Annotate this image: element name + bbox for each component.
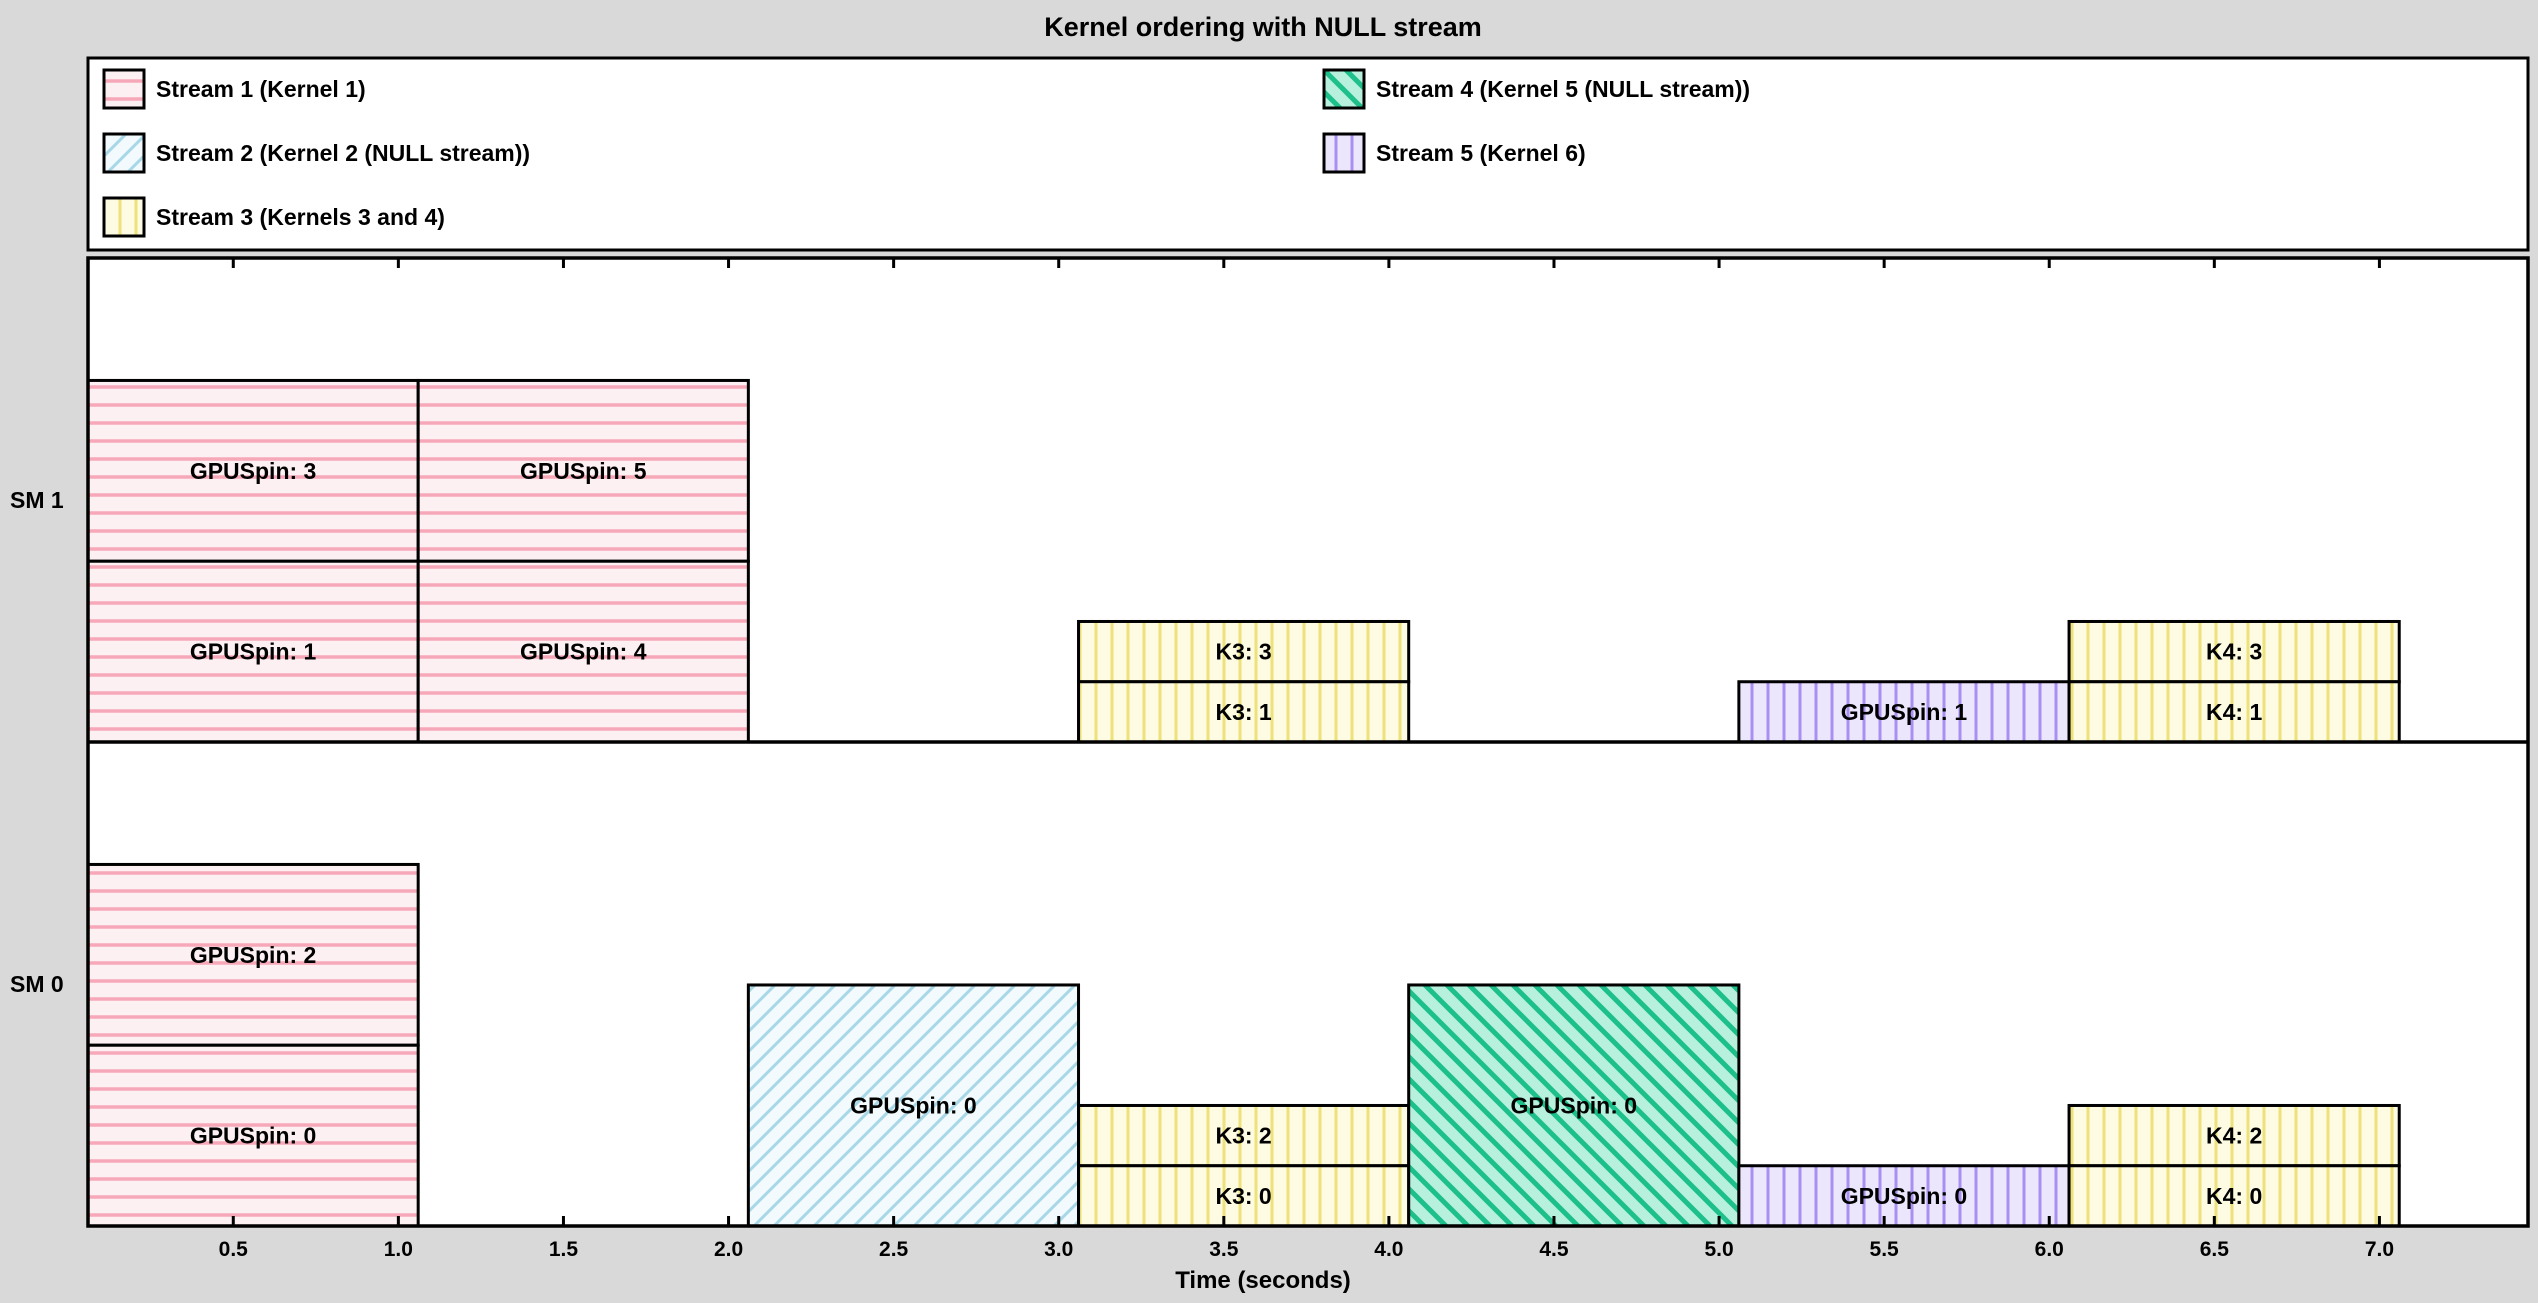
- x-tick-label: 1.5: [549, 1238, 579, 1261]
- block-sm0-14: GPUSpin: 0: [1407, 983, 1741, 1228]
- block-rect: [86, 862, 420, 1047]
- chart-title: Kernel ordering with NULL stream: [1044, 12, 1482, 42]
- legend-item-s4: Stream 4 (Kernel 5 (NULL stream)): [1322, 68, 1750, 110]
- block-rect: [86, 559, 420, 744]
- plot-area: GPUSpin: 3 GPUSpin: 5 GPUSpin: 1 GPUSpin: 4…: [10, 256, 2530, 1261]
- x-ticks: 0.5 1.0 1.5 2.0 2.5 3.0 3.5 4.0 4.5 5.0 5.5 6.0 6.5 7…: [219, 258, 2394, 1261]
- block-sm0-17: K4: 0: [2067, 1164, 2401, 1228]
- block-rect: [86, 1043, 420, 1228]
- legend-label: Stream 3 (Kernels 3 and 4): [156, 204, 445, 230]
- block-label: K4: 1: [2206, 699, 2262, 725]
- block-rect: [86, 378, 420, 563]
- legend-swatch: [102, 132, 146, 174]
- x-tick-label: 1.0: [384, 1238, 413, 1261]
- block-sm0-13: K3: 0: [1077, 1164, 1411, 1228]
- legend-swatch: [1322, 132, 1366, 174]
- block-rect: [2067, 680, 2401, 744]
- block-sm0-15: GPUSpin: 0: [1737, 1164, 2071, 1228]
- block-rect: [416, 378, 750, 563]
- block-label: K4: 2: [2206, 1123, 2262, 1149]
- block-label: GPUSpin: 1: [1841, 699, 1968, 725]
- legend-item-s5: Stream 5 (Kernel 6): [1322, 132, 1586, 174]
- legend-item-s3: Stream 3 (Kernels 3 and 4): [102, 196, 445, 238]
- block-label: GPUSpin: 0: [850, 1092, 977, 1118]
- x-tick-label: 0.5: [219, 1238, 249, 1261]
- legend-label: Stream 5 (Kernel 6): [1376, 140, 1586, 166]
- block-label: GPUSpin: 3: [190, 458, 317, 484]
- x-tick-label: 7.0: [2365, 1238, 2394, 1261]
- x-tick-label: 6.5: [2200, 1238, 2230, 1261]
- block-rect: [1407, 983, 1741, 1228]
- x-tick-label: 2.0: [714, 1238, 743, 1261]
- plot-frame: [86, 256, 2530, 1228]
- block-rect: [1077, 680, 1411, 744]
- block-label: GPUSpin: 5: [520, 458, 647, 484]
- block-label: K3: 2: [1215, 1123, 1271, 1149]
- block-sm1-5: K3: 1: [1077, 680, 1411, 744]
- block-label: GPUSpin: 4: [520, 639, 647, 665]
- legend-item-s2: Stream 2 (Kernel 2 (NULL stream)): [102, 132, 530, 174]
- blocks: GPUSpin: 3 GPUSpin: 5 GPUSpin: 1 GPUSpin: 4…: [86, 378, 2401, 1228]
- block-rect: [2067, 619, 2401, 684]
- block-label: K4: 3: [2206, 639, 2262, 665]
- block-sm0-9: GPUSpin: 2: [86, 862, 420, 1047]
- legend-box: [86, 56, 2530, 252]
- legend-label: Stream 1 (Kernel 1): [156, 76, 366, 102]
- x-tick-label: 3.0: [1044, 1238, 1073, 1261]
- block-label: GPUSpin: 2: [190, 942, 317, 968]
- block-label: K4: 0: [2206, 1183, 2262, 1209]
- x-axis-label: Time (seconds): [1175, 1267, 1351, 1294]
- legend: Stream 1 (Kernel 1) Stream 2 (Kernel 2 (N…: [86, 56, 2530, 252]
- block-label: GPUSpin: 0: [190, 1123, 317, 1149]
- x-tick-label: 5.5: [1870, 1238, 1900, 1261]
- block-label: K3: 1: [1215, 699, 1271, 725]
- block-label: K3: 0: [1215, 1183, 1271, 1209]
- legend-swatch: [102, 196, 146, 238]
- y-row-label-sm0: SM 0: [10, 971, 64, 997]
- x-tick-label: 2.5: [879, 1238, 909, 1261]
- block-rect: [746, 983, 1081, 1228]
- legend-swatch: [1322, 68, 1366, 110]
- legend-swatch: [102, 68, 146, 110]
- block-sm0-16: K4: 2: [2067, 1103, 2401, 1168]
- block-sm1-7: K4: 3: [2067, 619, 2401, 684]
- block-sm0-12: K3: 2: [1077, 1103, 1411, 1168]
- block-label: GPUSpin: 0: [1511, 1092, 1638, 1118]
- legend-item-s1: Stream 1 (Kernel 1): [102, 68, 366, 110]
- block-rect: [1077, 619, 1411, 684]
- block-sm0-10: GPUSpin: 0: [86, 1043, 420, 1228]
- block-sm1-8: K4: 1: [2067, 680, 2401, 744]
- block-sm1-3: GPUSpin: 4: [416, 559, 750, 744]
- block-label: GPUSpin: 1: [190, 639, 317, 665]
- y-row-label-sm1: SM 1: [10, 487, 64, 513]
- legend-label: Stream 2 (Kernel 2 (NULL stream)): [156, 140, 530, 166]
- x-tick-label: 5.0: [1704, 1238, 1733, 1261]
- x-tick-label: 4.0: [1374, 1238, 1403, 1261]
- block-sm1-4: K3: 3: [1077, 619, 1411, 684]
- x-tick-label: 6.0: [2035, 1238, 2064, 1261]
- block-rect: [1077, 1103, 1411, 1168]
- block-sm1-1: GPUSpin: 5: [416, 378, 750, 563]
- block-rect: [2067, 1103, 2401, 1168]
- block-label: K3: 3: [1215, 639, 1271, 665]
- block-label: GPUSpin: 0: [1841, 1183, 1968, 1209]
- block-sm0-11: GPUSpin: 0: [746, 983, 1081, 1228]
- x-tick-label: 4.5: [1539, 1238, 1569, 1261]
- x-tick-label: 3.5: [1209, 1238, 1239, 1261]
- block-sm1-0: GPUSpin: 3: [86, 378, 420, 563]
- legend-label: Stream 4 (Kernel 5 (NULL stream)): [1376, 76, 1750, 102]
- block-sm1-2: GPUSpin: 1: [86, 559, 420, 744]
- block-sm1-6: GPUSpin: 1: [1737, 680, 2071, 744]
